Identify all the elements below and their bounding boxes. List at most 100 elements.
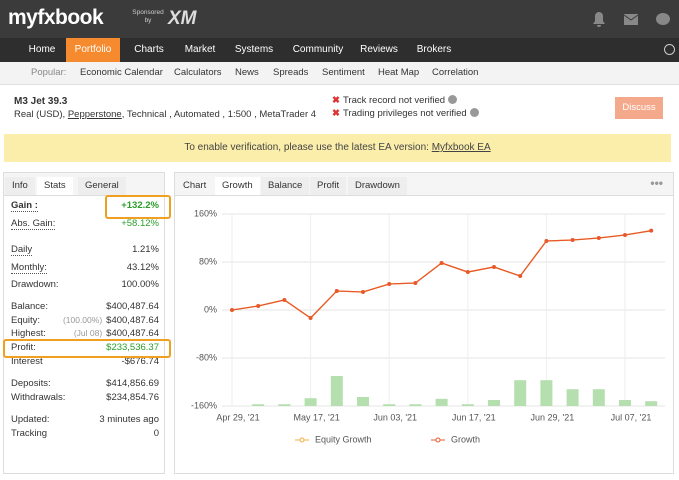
stat-label: Profit: bbox=[11, 342, 36, 353]
point bbox=[387, 282, 392, 287]
info-suffix: , Technical , Automated , 1:500 , MetaTr… bbox=[121, 109, 317, 120]
chart-tab[interactable]: Profit bbox=[310, 177, 347, 195]
point bbox=[518, 273, 523, 278]
stat-row: Gain : +132.2% bbox=[11, 200, 159, 212]
bar bbox=[409, 404, 422, 406]
nav-item[interactable]: Portfolio bbox=[66, 38, 120, 62]
broker-link[interactable]: Pepperstone bbox=[67, 109, 122, 120]
y-tick-label: 80% bbox=[199, 256, 217, 266]
bar bbox=[330, 376, 343, 406]
bar bbox=[514, 380, 527, 406]
stat-label: Gain : bbox=[11, 200, 38, 212]
stat-value: +132.2% bbox=[121, 200, 159, 211]
stat-value-wrap: 1.21% bbox=[132, 244, 159, 255]
stats-tab[interactable]: General bbox=[78, 177, 126, 195]
nav-item[interactable]: Reviews bbox=[360, 44, 398, 55]
point bbox=[361, 290, 365, 294]
sub-link[interactable]: Sentiment bbox=[322, 67, 365, 78]
sub-label: Popular: bbox=[31, 67, 67, 78]
bell-icon[interactable] bbox=[593, 12, 605, 27]
line bbox=[231, 230, 652, 319]
x-tick-label: May 17, '21 bbox=[293, 412, 339, 422]
stat-row: Monthly: 43.12% bbox=[11, 262, 159, 274]
stat-note: (100.00%) bbox=[62, 315, 103, 325]
highlight-box bbox=[105, 195, 171, 219]
info-icon bbox=[469, 108, 479, 117]
nav-item[interactable]: Systems bbox=[234, 44, 274, 55]
verification-banner: To enable verification, please use the l… bbox=[4, 134, 671, 162]
point bbox=[334, 288, 339, 293]
sub-link[interactable]: Heat Map bbox=[378, 67, 420, 78]
y-tick-label: -160% bbox=[191, 400, 217, 410]
stat-row: Drawdown: 100.00% bbox=[11, 279, 159, 290]
logo[interactable]: myfxbook bbox=[8, 6, 104, 29]
banner-text: To enable verification, please use the l… bbox=[184, 142, 429, 153]
sub-link[interactable]: News bbox=[235, 67, 259, 78]
sub-link[interactable]: Correlation bbox=[432, 67, 479, 78]
nav-item[interactable]: Charts bbox=[134, 44, 164, 55]
stat-value-wrap: $414,856.69 bbox=[106, 378, 159, 389]
bar bbox=[619, 400, 631, 406]
clock-icon[interactable] bbox=[664, 44, 675, 55]
stat-value-wrap: (Jul 08) $400,487.64 bbox=[74, 328, 159, 339]
highlight-box bbox=[3, 339, 171, 358]
warning: ✖ Trading privileges not verified bbox=[332, 108, 479, 119]
banner-link[interactable]: Myfxbook EA bbox=[431, 142, 491, 153]
stat-row: Withdrawals: $234,854.76 bbox=[11, 392, 159, 403]
x-tick-label: Apr 29, '21 bbox=[216, 412, 259, 422]
warning-icon: ✖ bbox=[332, 95, 340, 106]
stat-label: Updated: bbox=[11, 414, 50, 425]
bar bbox=[566, 389, 579, 406]
sponsor-brand[interactable]: XM bbox=[168, 8, 197, 29]
discuss-button[interactable]: Discuss bbox=[615, 97, 663, 119]
bar bbox=[592, 389, 605, 406]
legend-label: Growth bbox=[451, 434, 480, 444]
nav-item[interactable]: Home bbox=[28, 44, 56, 55]
nav-item[interactable]: Market bbox=[184, 44, 216, 55]
bar bbox=[304, 398, 317, 406]
sub-link[interactable]: Economic Calendar bbox=[80, 67, 163, 78]
stats-tab[interactable]: Info bbox=[5, 177, 35, 195]
stat-label: Deposits: bbox=[11, 378, 51, 389]
stat-value: $400,487.64 bbox=[106, 328, 159, 339]
chart-tab[interactable]: Balance bbox=[261, 177, 310, 195]
chart-panel: ••• Chart Growth Balance Profit Drawdown bbox=[174, 172, 674, 474]
point bbox=[492, 264, 496, 269]
stat-value: $400,487.64 bbox=[106, 301, 159, 312]
stat-value-wrap: 3 minutes ago bbox=[99, 414, 159, 425]
legend-marker bbox=[435, 437, 441, 443]
sub-link[interactable]: Spreads bbox=[273, 67, 309, 78]
nav-item[interactable]: Brokers bbox=[416, 44, 452, 55]
nav-item[interactable]: Community bbox=[292, 44, 344, 55]
chart-tab[interactable]: Drawdown bbox=[348, 177, 407, 195]
bar bbox=[488, 400, 500, 406]
stat-label: Daily bbox=[11, 244, 33, 256]
sub-nav: Popular: Economic Calendar Calculators News… bbox=[0, 62, 679, 85]
bar bbox=[645, 401, 658, 406]
bar bbox=[278, 404, 291, 406]
stat-value: 3 minutes ago bbox=[99, 414, 159, 425]
stat-value: 1.21% bbox=[132, 244, 159, 255]
sponsor: Sponsored by bbox=[132, 9, 164, 24]
stat-row: Abs. Gain: +58.12% bbox=[11, 218, 159, 230]
stat-value: 0 bbox=[153, 428, 159, 439]
header-icons bbox=[593, 12, 670, 27]
point bbox=[256, 303, 261, 308]
stat-value-wrap: $400,487.64 bbox=[106, 301, 159, 312]
point bbox=[570, 237, 575, 242]
chart-tab[interactable]: Growth bbox=[215, 177, 260, 195]
stat-row: Interest -$676.74 bbox=[11, 356, 159, 367]
x-tick-label: Jul 07, '21 bbox=[611, 412, 652, 422]
info-prefix: Real (USD), bbox=[14, 109, 66, 120]
stat-label: Highest: bbox=[11, 328, 46, 339]
bar bbox=[357, 397, 369, 406]
chat-icon[interactable] bbox=[656, 13, 670, 25]
stat-value-wrap: 100.00% bbox=[121, 279, 159, 290]
sub-link[interactable]: Calculators bbox=[174, 67, 222, 78]
stats-tab[interactable]: Stats bbox=[37, 177, 73, 195]
legend-marker bbox=[299, 437, 305, 443]
menu-dots[interactable]: ••• bbox=[650, 176, 663, 190]
warning-icon: ✖ bbox=[332, 108, 340, 119]
point bbox=[465, 270, 470, 275]
